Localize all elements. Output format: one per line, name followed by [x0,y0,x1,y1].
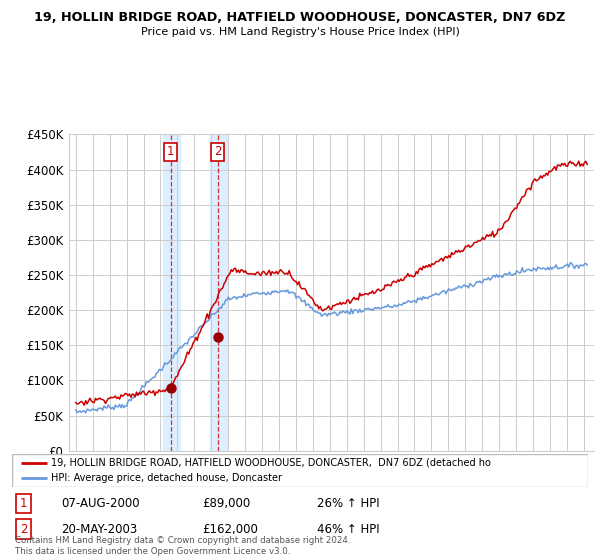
Text: 20-MAY-2003: 20-MAY-2003 [61,522,137,536]
Text: 19, HOLLIN BRIDGE ROAD, HATFIELD WOODHOUSE, DONCASTER, DN7 6DZ: 19, HOLLIN BRIDGE ROAD, HATFIELD WOODHOU… [34,11,566,24]
Text: 1: 1 [20,497,27,510]
Text: £89,000: £89,000 [202,497,250,510]
Bar [163,134,180,451]
FancyBboxPatch shape [12,454,588,487]
Text: Contains HM Land Registry data © Crown copyright and database right 2024.
This d: Contains HM Land Registry data © Crown c… [15,536,350,556]
Text: Price paid vs. HM Land Registry's House Price Index (HPI): Price paid vs. HM Land Registry's House … [140,27,460,37]
Text: 2: 2 [20,522,27,536]
Bar [210,134,227,451]
Text: £162,000: £162,000 [202,522,258,536]
Text: 19, HOLLIN BRIDGE ROAD, HATFIELD WOODHOUSE, DONCASTER,  DN7 6DZ (detached ho: 19, HOLLIN BRIDGE ROAD, HATFIELD WOODHOU… [51,458,491,468]
Text: 26% ↑ HPI: 26% ↑ HPI [317,497,380,510]
Text: 2: 2 [214,146,221,158]
Text: 46% ↑ HPI: 46% ↑ HPI [317,522,380,536]
Text: 1: 1 [167,146,175,158]
Text: 07-AUG-2000: 07-AUG-2000 [61,497,140,510]
Text: HPI: Average price, detached house, Doncaster: HPI: Average price, detached house, Donc… [51,473,282,483]
